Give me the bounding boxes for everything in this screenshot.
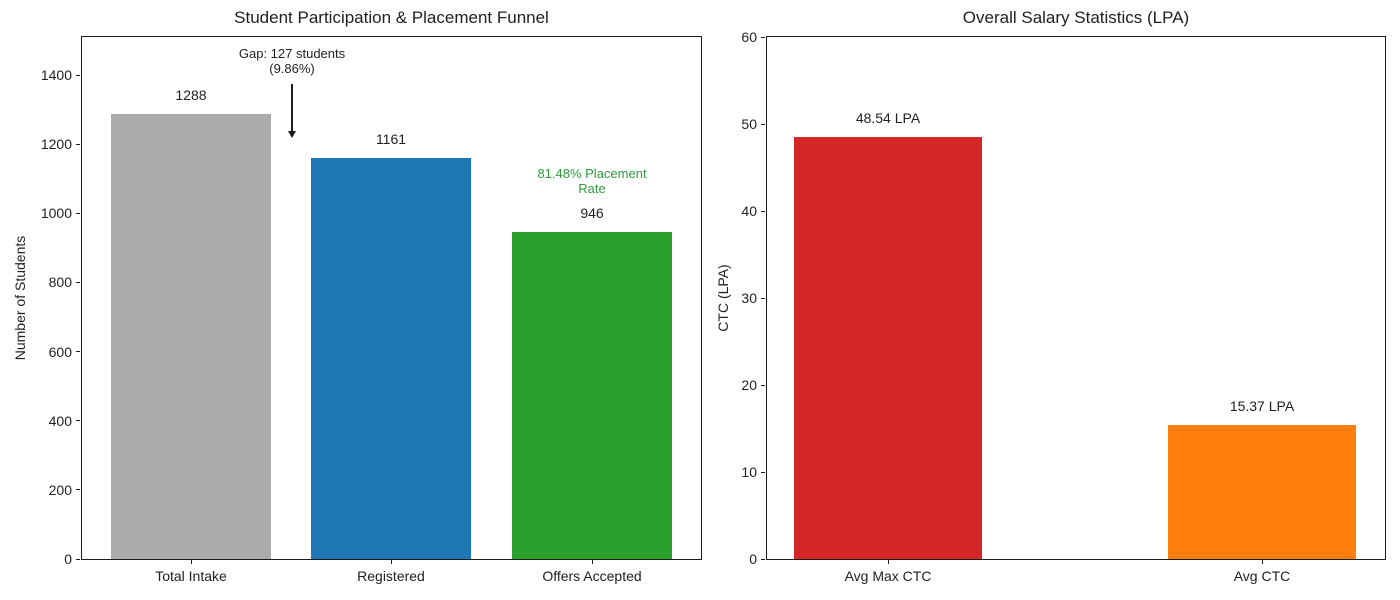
y-tick-label: 400 [48, 412, 72, 429]
y-tick-label: 1000 [40, 205, 72, 222]
x-tick-label-avg-max-ctc: Avg Max CTC [844, 568, 932, 584]
y-tick-label: 50 [741, 116, 757, 132]
y-tick [76, 74, 80, 76]
y-tick [761, 384, 765, 386]
y-tick [761, 558, 765, 560]
y-tick [76, 281, 80, 283]
x-tick-label-total-intake: Total Intake [155, 568, 227, 584]
y-tick [761, 36, 765, 38]
y-tick [76, 489, 80, 491]
y-tick-label: 40 [741, 203, 757, 219]
y-tick [761, 210, 765, 212]
y-tick [76, 351, 80, 353]
gap-annotation: Gap: 127 students (9.86%) [182, 46, 402, 76]
x-tick-label-registered: Registered [357, 568, 425, 584]
x-tick [390, 560, 392, 564]
salary-chart-plot-area: Overall Salary Statistics (LPA) CTC (LPA… [715, 8, 1386, 584]
y-tick-label: 0 [749, 551, 757, 567]
y-tick-label: 10 [741, 464, 757, 480]
y-tick-label: 200 [48, 481, 72, 498]
bar-value-label-registered: 1161 [375, 130, 407, 147]
funnel-chart-plot-area: Student Participation & Placement Funnel… [12, 8, 702, 584]
y-tick-label: 60 [741, 29, 757, 45]
funnel-chart-title: Student Participation & Placement Funnel [234, 8, 549, 27]
y-tick-label: 1400 [40, 67, 72, 84]
y-tick [761, 471, 765, 473]
bar-registered [311, 157, 471, 559]
bar-value-label-avg-ctc: 15.37 LPA [1229, 398, 1295, 415]
x-tick [1261, 560, 1263, 564]
y-tick-label: 0 [64, 551, 72, 567]
bar-offers-accepted [512, 231, 672, 559]
x-tick [591, 560, 593, 564]
bar-value-label-total-intake: 1288 [175, 86, 207, 103]
funnel-y-axis-label: Number of Students [12, 235, 28, 361]
y-tick-label: 800 [48, 274, 72, 291]
bar-value-label-avg-max-ctc: 48.54 LPA [855, 109, 921, 126]
x-tick-label-avg-ctc: Avg CTC [1233, 568, 1291, 584]
bar-avg-ctc [1168, 425, 1356, 559]
bar-total-intake [111, 113, 271, 559]
bar-avg-max-ctc [794, 136, 982, 559]
salary-chart-title: Overall Salary Statistics (LPA) [962, 8, 1190, 27]
y-tick-label: 1200 [40, 136, 72, 153]
y-tick [761, 123, 765, 125]
x-tick [190, 560, 192, 564]
placement-rate-line1: 81.48% Placement [537, 166, 647, 181]
y-tick-label: 20 [741, 377, 757, 393]
x-tick-label-offers-accepted: Offers Accepted [542, 568, 642, 584]
gap-arrowhead-icon [287, 131, 296, 138]
gap-arrow-down-icon [291, 84, 293, 131]
y-tick [76, 558, 80, 560]
bar-value-label-offers-accepted: 946 [580, 204, 604, 221]
y-tick-label: 600 [48, 343, 72, 360]
placement-rate-line2: Rate [578, 181, 606, 196]
y-tick [76, 143, 80, 145]
y-tick [76, 420, 80, 422]
placement-rate-note: 81.48% Placement Rate [482, 166, 702, 196]
x-tick [887, 560, 889, 564]
gap-annotation-line2: (9.86%) [269, 61, 315, 76]
gap-annotation-line1: Gap: 127 students [238, 46, 346, 61]
y-tick [76, 212, 80, 214]
y-tick [761, 297, 765, 299]
y-tick-label: 30 [741, 290, 757, 306]
